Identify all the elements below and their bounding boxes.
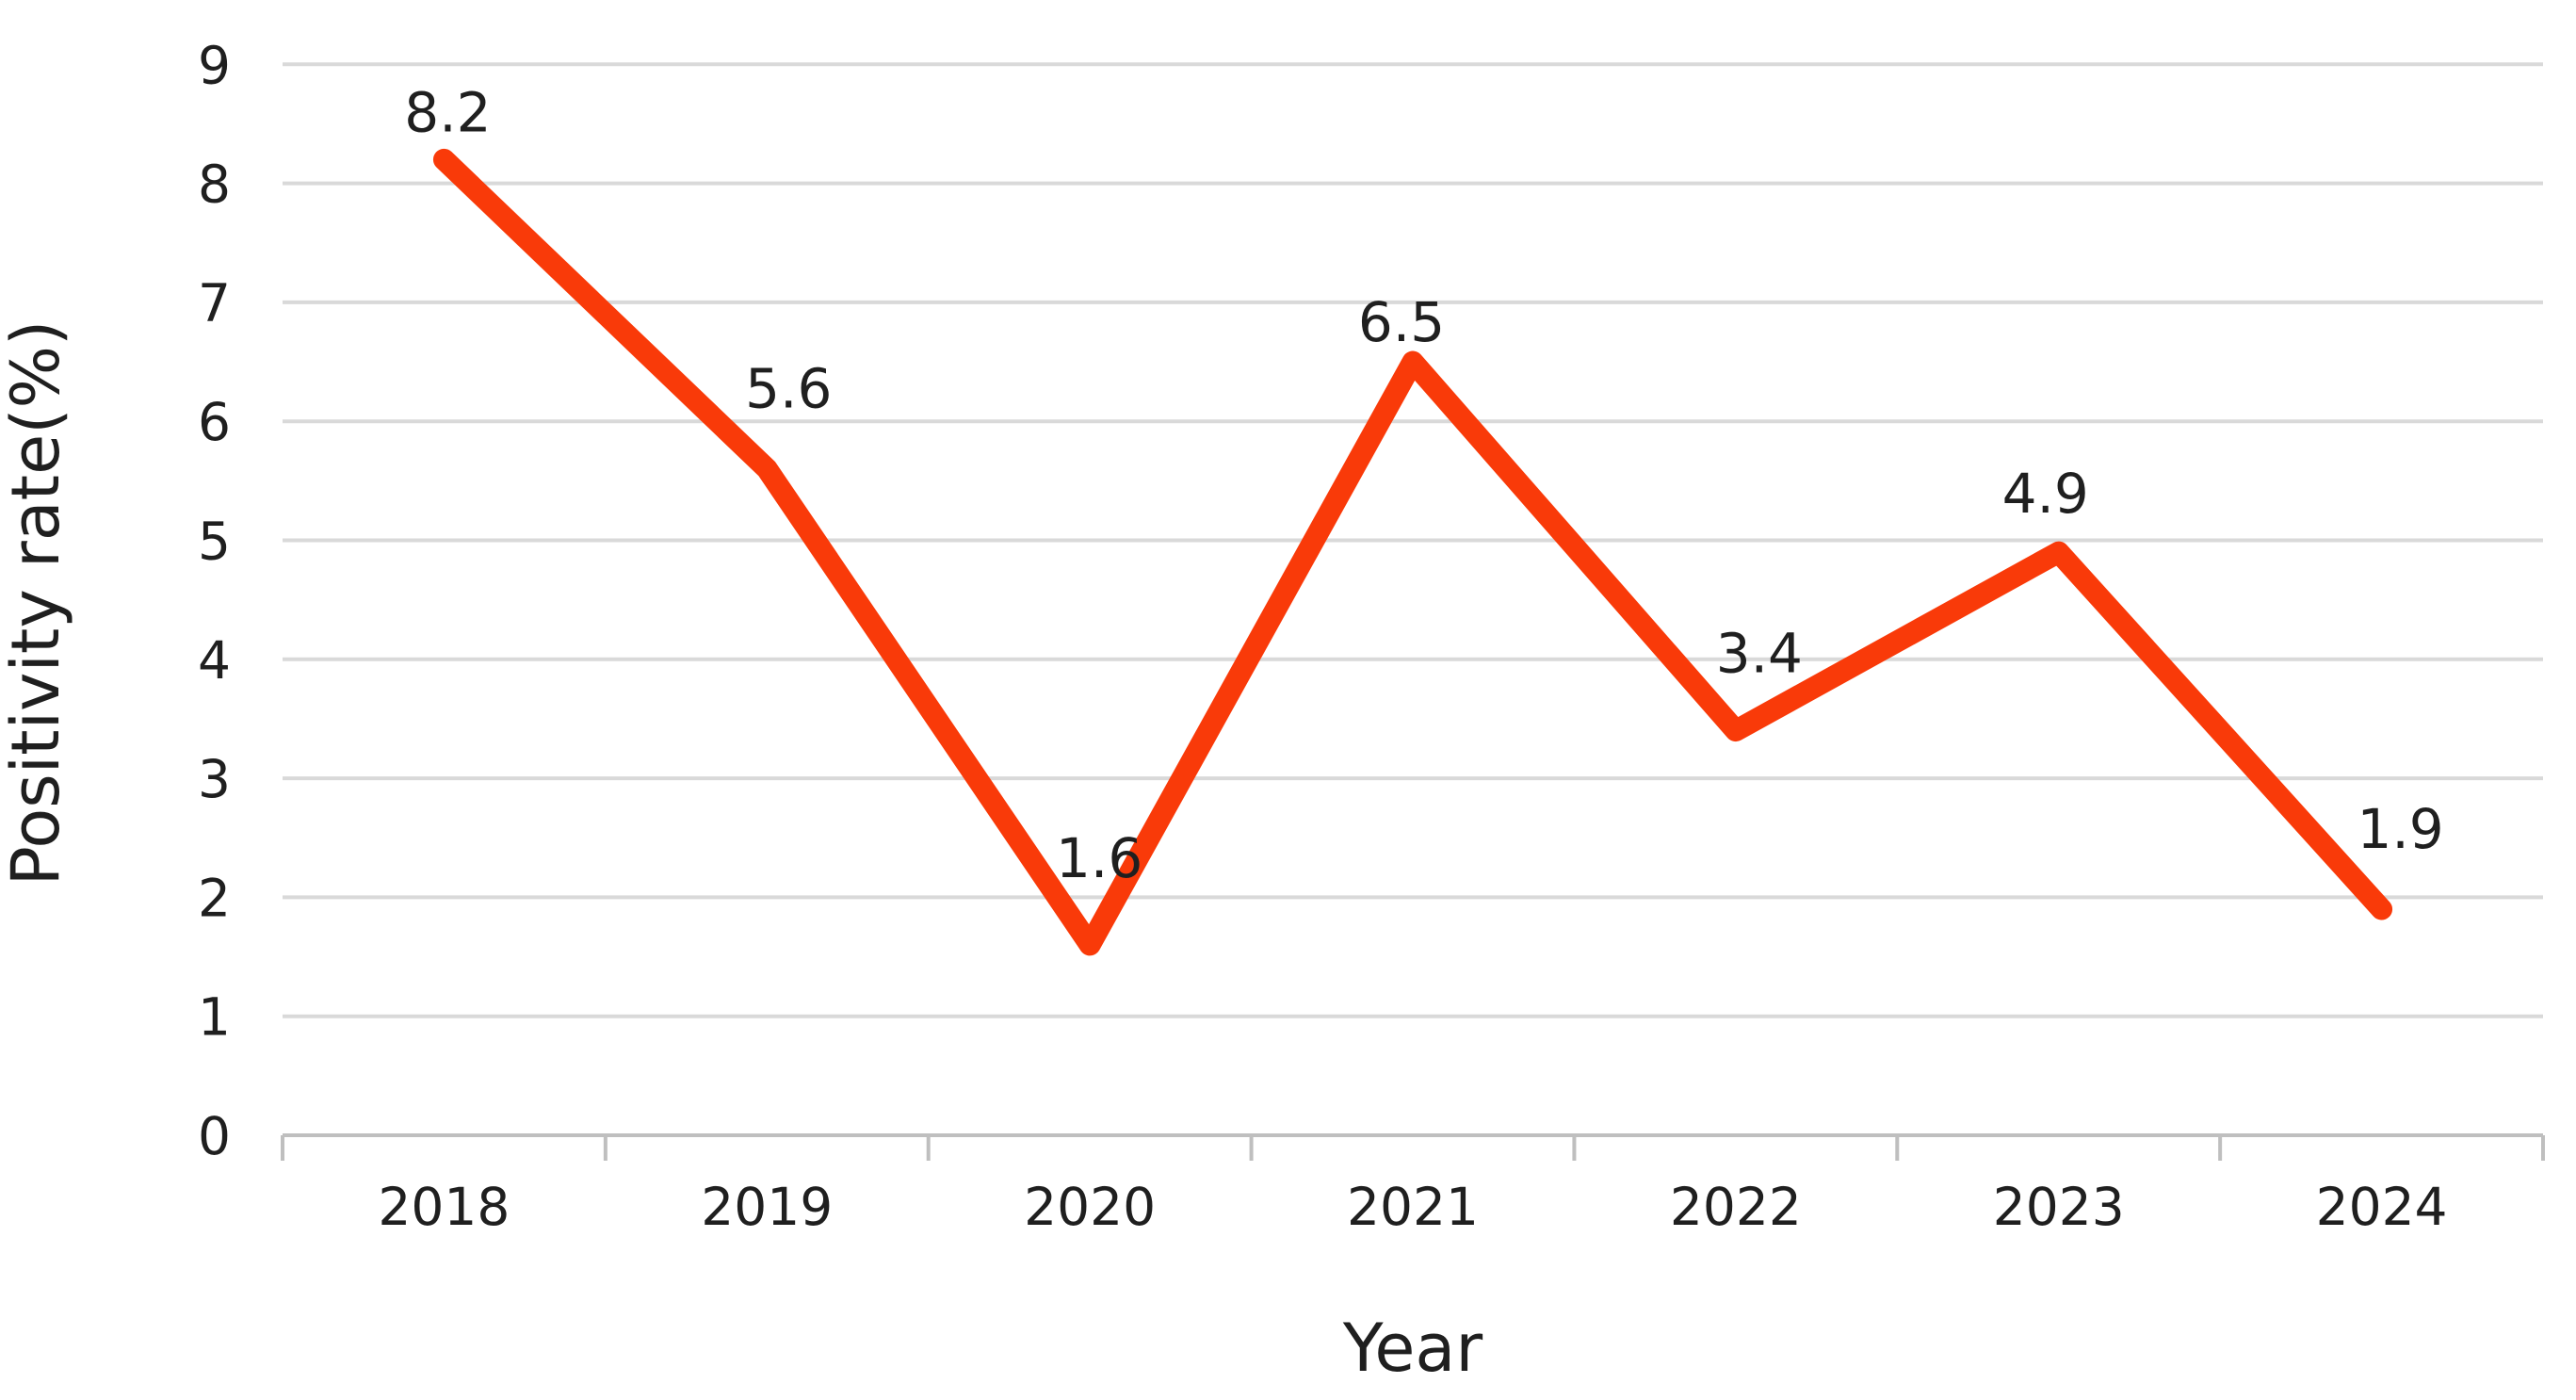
y-axis-tick-labels: 0 1 2 3 4 5 6 7 8 9 — [198, 35, 231, 1166]
data-label-2023: 4.9 — [2002, 462, 2089, 526]
data-label-2021: 6.5 — [1358, 290, 1445, 354]
x-axis — [281, 1133, 2545, 1161]
gridlines — [283, 62, 2543, 1018]
y-tick-label-5: 5 — [198, 512, 231, 572]
data-label-2019: 5.6 — [745, 357, 832, 421]
x-tick-label-2019: 2019 — [701, 1177, 833, 1237]
y-tick-label-8: 8 — [198, 155, 231, 215]
x-tick-label-2020: 2020 — [1024, 1177, 1156, 1237]
y-tick-label-9: 9 — [198, 35, 231, 95]
x-tick-label-2024: 2024 — [2316, 1177, 2448, 1237]
y-tick-label-2: 2 — [198, 868, 231, 928]
data-label-2018: 8.2 — [404, 80, 491, 144]
data-labels: 8.2 5.6 1.6 6.5 3.4 4.9 1.9 — [404, 80, 2443, 890]
y-tick-label-6: 6 — [198, 392, 231, 452]
x-tick-label-2022: 2022 — [1670, 1177, 1802, 1237]
series-line-positivity-rate — [432, 148, 2393, 956]
y-axis-title: Positivity rate(%) — [0, 320, 74, 887]
data-label-2022: 3.4 — [1716, 622, 1803, 686]
x-axis-title: Year — [1342, 1310, 1482, 1387]
y-tick-label-4: 4 — [198, 630, 231, 691]
y-tick-label-0: 0 — [198, 1106, 231, 1166]
y-tick-label-1: 1 — [198, 987, 231, 1048]
y-tick-label-3: 3 — [198, 749, 231, 809]
data-label-2020: 1.6 — [1056, 826, 1142, 890]
x-tick-label-2021: 2021 — [1347, 1177, 1479, 1237]
x-tick-label-2023: 2023 — [1993, 1177, 2125, 1237]
y-tick-label-7: 7 — [198, 273, 231, 334]
x-tick-label-2018: 2018 — [378, 1177, 510, 1237]
x-axis-tick-labels: 2018 2019 2020 2021 2022 2023 2024 — [378, 1177, 2447, 1237]
data-label-2024: 1.9 — [2357, 797, 2443, 861]
